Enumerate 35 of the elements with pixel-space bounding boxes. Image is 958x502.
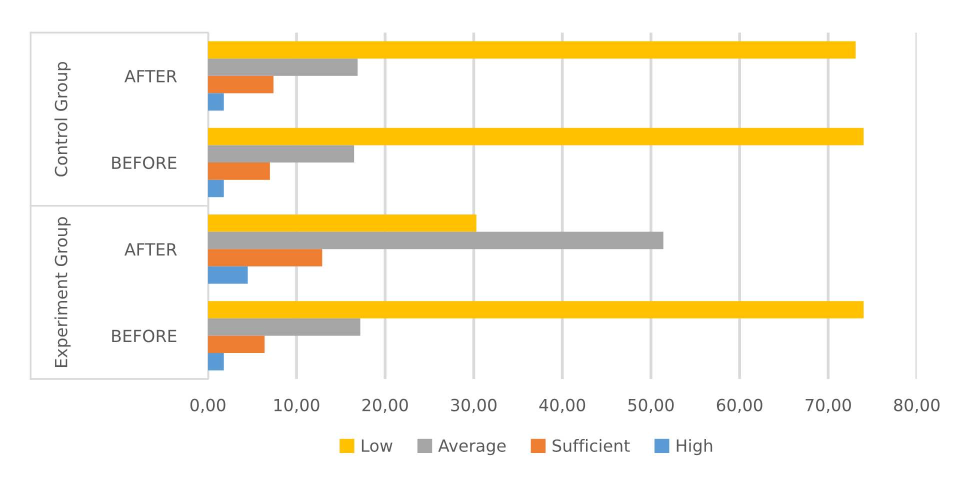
y-tick-label: BEFORE xyxy=(112,156,176,170)
bar xyxy=(208,353,224,370)
bar xyxy=(208,41,856,59)
bar xyxy=(208,249,322,266)
text: Experiment Group xyxy=(54,217,71,367)
legend-label: Sufficient xyxy=(552,439,630,452)
bar xyxy=(208,214,476,232)
y-tick-label: AFTER xyxy=(124,243,177,256)
y-tick-label: AFTER xyxy=(124,70,177,82)
x-tick-label: 40,00 xyxy=(539,398,586,414)
text: Control Group xyxy=(54,62,71,176)
bar xyxy=(208,145,354,163)
bar xyxy=(208,266,248,284)
bar xyxy=(208,58,358,76)
bar xyxy=(208,162,270,180)
x-tick-label: 80,00 xyxy=(894,398,940,414)
bar xyxy=(208,318,360,336)
x-tick-label: 70,00 xyxy=(806,398,851,414)
bar xyxy=(208,76,274,94)
bar xyxy=(208,301,864,318)
legend-label: High xyxy=(676,439,712,456)
bar xyxy=(208,336,265,354)
x-tick-label: 60,00 xyxy=(716,398,762,414)
legend-label: Low xyxy=(362,440,392,452)
x-tick-label: 0,00 xyxy=(190,398,226,414)
bar xyxy=(208,128,864,146)
bar xyxy=(208,232,664,250)
x-tick-label: 10,00 xyxy=(274,398,320,414)
y-tick-label: BEFORE xyxy=(112,330,176,342)
bar xyxy=(208,93,224,111)
bar xyxy=(208,180,224,198)
x-tick-label: 50,00 xyxy=(628,398,674,414)
x-tick-label: 20,00 xyxy=(362,398,408,414)
legend-label: Average xyxy=(438,440,506,456)
x-tick-label: 30,00 xyxy=(451,398,496,414)
